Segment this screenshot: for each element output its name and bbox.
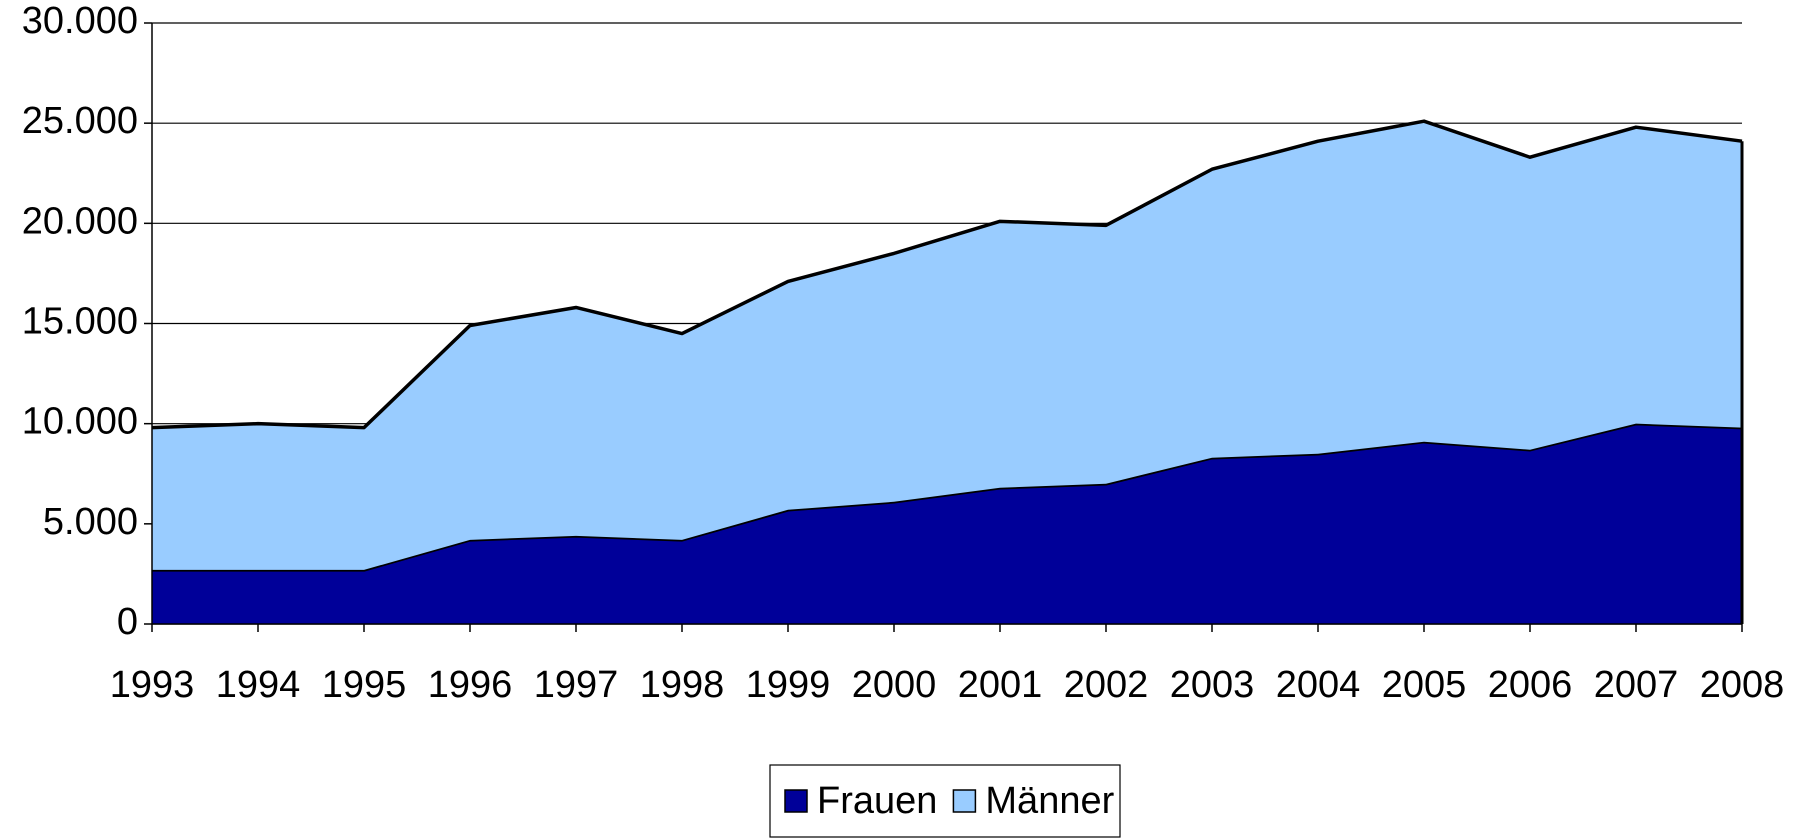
x-tick-label: 2000	[852, 664, 937, 706]
area-outline	[151, 119, 1743, 430]
x-tick-label: 1999	[746, 664, 831, 706]
legend-swatch	[952, 789, 977, 813]
y-tick-label: 0	[117, 601, 138, 643]
x-tick-label: 2002	[1064, 664, 1149, 706]
area	[152, 423, 1742, 624]
x-tick-label: 1998	[640, 664, 725, 706]
legend-box	[769, 764, 1121, 838]
y-tick-label: 15.000	[22, 301, 138, 343]
legend-swatch	[784, 789, 808, 813]
x-tick-label: 1996	[428, 664, 513, 706]
x-tick-label: 2005	[1382, 664, 1467, 706]
x-tick-label: 2003	[1170, 664, 1255, 706]
x-tick-label: 2006	[1488, 664, 1573, 706]
legend-label: Frauen	[817, 780, 937, 822]
y-tick-label: 10.000	[22, 401, 138, 443]
x-tick-label: 2001	[958, 664, 1043, 706]
x-tick-label: 2008	[1700, 664, 1785, 706]
y-tick-label: 5.000	[43, 501, 138, 543]
x-tick-label: 1997	[534, 664, 619, 706]
x-tick-label: 2004	[1276, 664, 1361, 706]
y-tick-label: 25.000	[22, 100, 138, 142]
area	[152, 121, 1742, 570]
x-tick-label: 1993	[110, 664, 195, 706]
y-tick-label: 30.000	[22, 0, 138, 42]
y-tick-label: 20.000	[22, 200, 138, 242]
x-tick-label: 1995	[322, 664, 407, 706]
x-tick-label: 2007	[1594, 664, 1679, 706]
x-tick-label: 1994	[216, 664, 301, 706]
legend-label: Männer	[985, 780, 1114, 822]
